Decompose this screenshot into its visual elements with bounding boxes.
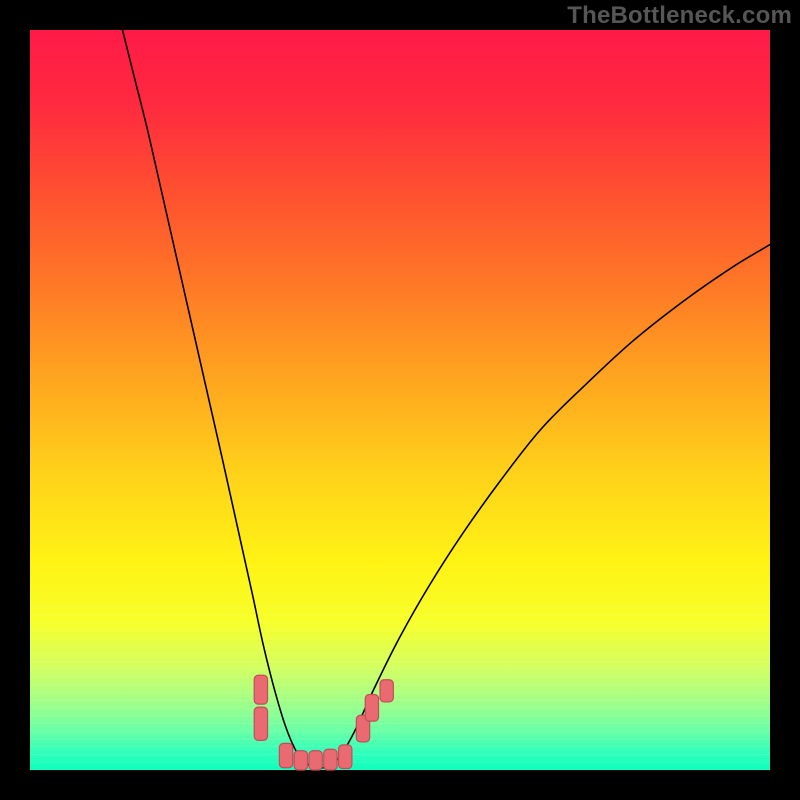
marker-bar [365,695,378,722]
marker-bar [254,707,267,740]
marker-bar [254,675,267,704]
bottleneck-chart-svg [0,0,800,800]
gradient-plot-area [30,30,770,770]
marker-bar [324,749,337,770]
marker-bar [380,680,393,702]
marker-bar [279,743,292,767]
marker-bar [309,751,322,770]
marker-bar [339,745,352,769]
watermark-text: TheBottleneck.com [567,2,792,30]
marker-bar [294,751,307,770]
